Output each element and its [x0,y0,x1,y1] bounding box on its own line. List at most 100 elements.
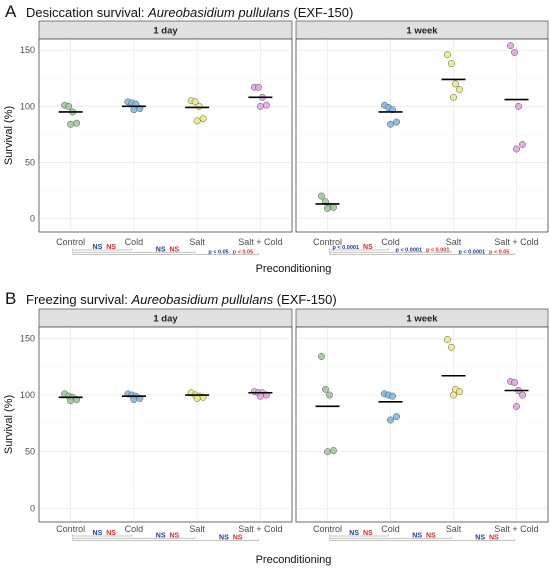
significance-label: NS [93,530,103,537]
significance-label: p < 0.0001 [459,250,485,256]
data-point-control [67,397,75,405]
panel-b: B Freezing survival: Aureobasidium pullul… [3,289,549,566]
data-point-control [65,102,73,110]
y-tick-label: 50 [25,447,35,457]
y-tick-label: 50 [25,157,35,167]
x-tick-label: Salt + Cold [494,524,538,534]
data-point-salt [199,115,207,123]
data-point-salt [450,93,457,101]
x-tick-label: Salt [189,237,205,247]
data-point-saltcold [515,102,522,110]
data-point-salt [191,98,199,106]
significance-bracket [329,252,515,255]
significance-label: NS [170,246,180,253]
facet-strip-label: 1 week [406,26,438,37]
data-point-salt [444,336,451,343]
plot-area [295,326,549,523]
x-tick-label: Control [313,237,342,247]
x-tick-label: Salt [446,237,462,247]
data-point-salt [193,117,201,125]
x-tick-label: Cold [381,524,400,534]
data-point-cold [387,120,394,128]
data-point-saltcold [511,379,518,387]
panel-title: Desiccation survival: Aureobasidium pull… [26,5,353,20]
panel-letter: B [5,289,16,308]
significance-bracket [329,536,452,539]
panel-title: Freezing survival: Aureobasidium pullula… [26,292,337,307]
title-prefix: Desiccation survival: [26,5,148,20]
data-point-salt [195,102,203,110]
plot-border [295,38,549,233]
significance-bracket [72,250,196,253]
significance-label: p < 0.05 [489,250,509,256]
y-tick-label: 100 [20,101,35,111]
significance-label: NS [170,532,180,539]
significance-bracket [329,250,452,253]
significance-label: p < 0.001 [426,247,449,253]
panel-letter: A [5,2,17,21]
significance-label: p < 0.05 [208,250,228,256]
significance-label: p < 0.05 [233,250,253,256]
plot-border [38,38,293,233]
x-tick-label: Salt + Cold [494,237,538,247]
data-point-saltcold [511,49,518,56]
significance-bracket [72,248,133,251]
significance-label: NS [219,535,229,542]
facet-strip-label: 1 day [153,314,178,325]
significance-bracket [329,534,389,537]
significance-label: p < 0.0001 [333,245,359,251]
significance-label: NS [156,532,166,539]
title-prefix: Freezing survival: [26,292,131,307]
data-point-control [318,353,325,360]
data-point-salt [448,343,455,351]
x-tick-label: Cold [125,237,144,247]
data-point-salt [193,394,201,402]
data-point-cold [393,413,400,421]
significance-bracket [72,536,196,539]
plot-area [38,38,293,233]
data-point-saltcold [256,102,264,110]
data-point-saltcold [262,101,270,109]
data-point-salt [450,391,457,399]
x-tick-label: Control [313,524,342,534]
data-point-cold [389,392,396,400]
x-tick-label: Salt + Cold [238,237,282,247]
significance-bracket [72,534,133,537]
data-point-control [322,385,329,393]
data-point-salt [456,86,463,93]
data-point-saltcold [519,391,526,399]
facet-strip-label: 1 week [406,314,438,325]
x-tick-label: Salt [189,524,205,534]
significance-bracket [72,538,259,541]
title-suffix: (EXF-150) [273,292,337,307]
y-tick-label: 150 [20,333,35,343]
significance-label: NS [349,530,359,537]
y-tick-label: 0 [30,503,35,513]
y-tick-label: 0 [30,214,35,224]
data-point-cold [130,106,138,114]
significance-bracket [329,248,389,251]
data-point-saltcold [513,145,520,153]
facet-1-week: 1 week Control Cold Salt Salt + Cold p < 0.00… [295,20,549,256]
significance-bracket [329,538,515,541]
y-tick-label: 100 [20,390,35,400]
plot-area [295,38,549,233]
significance-label: NS [426,532,436,539]
y-axis-title: Survival (%) [3,395,15,454]
significance-bracket [72,252,259,255]
data-point-control [326,391,333,399]
data-point-salt [456,388,463,396]
significance-label: NS [363,530,373,537]
plot-border [38,326,293,523]
data-point-control [324,448,331,456]
significance-label: NS [489,535,499,542]
data-point-salt [448,60,455,68]
x-tick-label: Cold [381,237,400,247]
data-point-control [73,119,81,127]
data-point-control [330,447,337,455]
data-point-salt [444,51,451,59]
